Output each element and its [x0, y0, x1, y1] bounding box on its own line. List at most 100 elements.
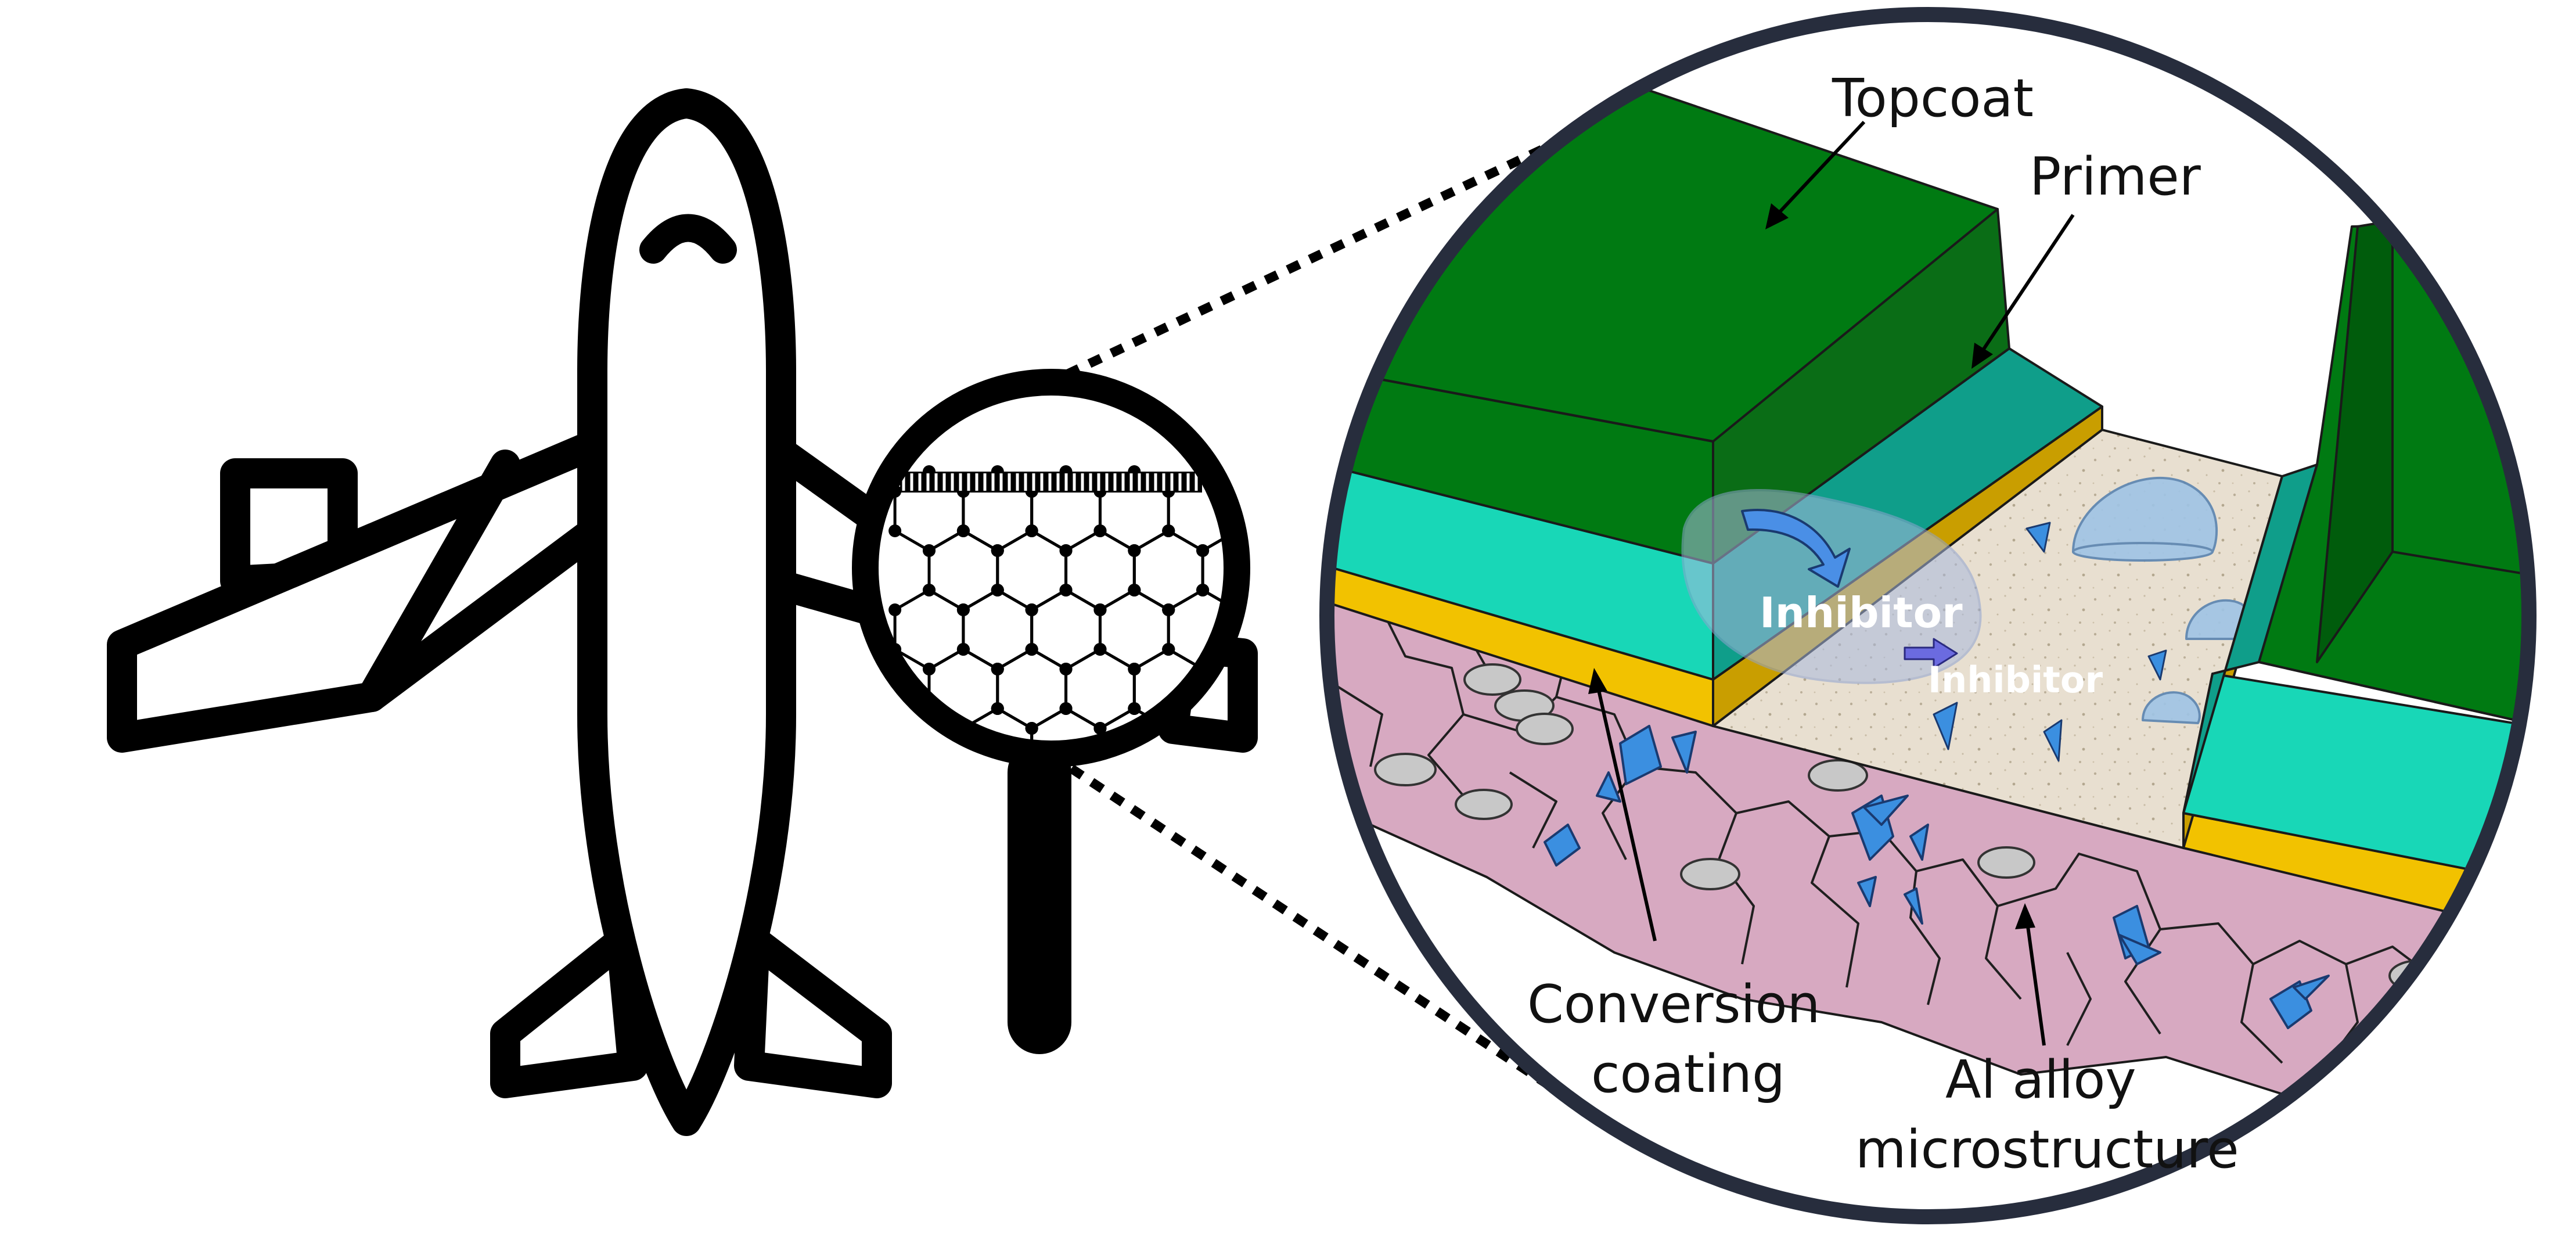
lattice-node [991, 702, 1004, 715]
alloy-label-line1: Al alloy [1945, 1049, 2136, 1110]
lattice-node [923, 663, 936, 675]
lattice-hexagon [1066, 768, 1135, 847]
lattice-node [1231, 840, 1243, 853]
lattice-node [1128, 663, 1141, 675]
lattice-node [957, 761, 970, 774]
lattice-node [1196, 821, 1209, 833]
inhibitor-arrow-2 [1904, 638, 1958, 669]
zoom-callout-border [1319, 7, 2537, 1224]
lattice-node [1265, 544, 1278, 557]
lattice-node [1162, 840, 1175, 853]
lattice-node [888, 840, 901, 853]
lattice-node [923, 544, 936, 557]
lattice-node [991, 821, 1004, 833]
lattice-node [923, 584, 936, 596]
lattice-node [1059, 544, 1073, 557]
lattice-node [1162, 761, 1175, 774]
lattice-node [1231, 840, 1243, 853]
lattice-hexagon [929, 768, 998, 847]
lattice-node [1196, 584, 1210, 596]
lattice-node [1231, 761, 1243, 774]
lattice-node [923, 781, 936, 794]
inhibitor-label-2: Inhibitor [1928, 659, 2103, 701]
inhibitor-droplets [2072, 476, 2254, 724]
lattice-node [1093, 880, 1106, 893]
airplane-icon [107, 88, 1258, 1136]
lattice-node [1059, 663, 1073, 675]
lattice-node [1059, 702, 1073, 715]
lattice-node [957, 840, 970, 853]
lattice-node [991, 781, 1004, 794]
lattice-node [923, 781, 936, 794]
lattice-node [957, 840, 970, 853]
lattice-node [991, 821, 1004, 833]
layer-labels: Topcoat Primer Conversion coating Al all… [1527, 68, 2239, 1180]
lattice-node [1196, 781, 1209, 794]
lattice-node [991, 663, 1004, 675]
lattice-node [957, 880, 970, 893]
lattice-hexagon [1134, 768, 1203, 847]
lattice-node [1162, 840, 1175, 853]
lattice-node [888, 761, 901, 774]
lattice-node [923, 821, 936, 833]
lattice-node [888, 880, 901, 893]
surface-particles [1933, 522, 2167, 762]
lattice-node [1128, 781, 1141, 794]
lattice-node [1162, 761, 1175, 774]
lattice-node [1128, 781, 1141, 794]
inhibitor-release-bubble [1681, 489, 1982, 684]
lattice-node [1025, 643, 1038, 656]
magnifying-glass-icon [852, 369, 1278, 1054]
lattice-node [956, 603, 970, 616]
lattice-hexagon [1100, 827, 1168, 906]
lattice-node [1025, 603, 1038, 616]
lattice-node [991, 584, 1004, 596]
lattice-node [1093, 761, 1106, 774]
lattice-node [957, 880, 970, 893]
lattice-node [1093, 840, 1106, 853]
lattice-node [1093, 643, 1107, 656]
lattice-node [956, 643, 970, 656]
lattice-node [1162, 761, 1175, 774]
lattice-node [923, 821, 936, 833]
lattice-node [957, 840, 970, 853]
lattice-node [1265, 781, 1278, 794]
lattice-node [1128, 544, 1141, 557]
lattice-node [1093, 722, 1107, 735]
lattice-node [957, 761, 970, 774]
lattice-node [1059, 584, 1073, 596]
lattice-node [923, 900, 936, 912]
lattice-node [1196, 781, 1209, 794]
lattice-node [1093, 603, 1107, 616]
lattice-node [1128, 702, 1141, 715]
lattice-node [1128, 821, 1141, 833]
topcoat-label: Topcoat [1832, 68, 2034, 129]
lattice-node [1128, 821, 1141, 833]
precipitates [1374, 663, 2449, 992]
lattice-node [956, 524, 970, 537]
lattice-node [1162, 603, 1175, 616]
lattice-node [1162, 880, 1175, 893]
lattice-node [1093, 524, 1107, 537]
lattice-node [888, 524, 902, 537]
lattice-node [1196, 821, 1209, 833]
lattice-node [1265, 663, 1278, 675]
lattice-node [1162, 643, 1175, 656]
lattice-node [1093, 840, 1106, 853]
lattice-node [1162, 524, 1175, 537]
lattice-node [1093, 761, 1106, 774]
lattice-node [1093, 880, 1106, 893]
lattice-node [991, 781, 1004, 794]
inhibitor-arrow-1 [1741, 509, 1851, 588]
lattice-node [1025, 524, 1038, 537]
lattice-node [1196, 821, 1209, 833]
lattice-node [1093, 761, 1106, 774]
lattice-node [1162, 880, 1175, 893]
lattice-node [1265, 702, 1278, 715]
lattice-node [1196, 900, 1209, 912]
primer-label: Primer [2030, 146, 2201, 207]
conversion-label-line2: coating [1591, 1044, 1785, 1105]
lattice-node [888, 603, 902, 616]
lattice-node [1196, 544, 1210, 557]
